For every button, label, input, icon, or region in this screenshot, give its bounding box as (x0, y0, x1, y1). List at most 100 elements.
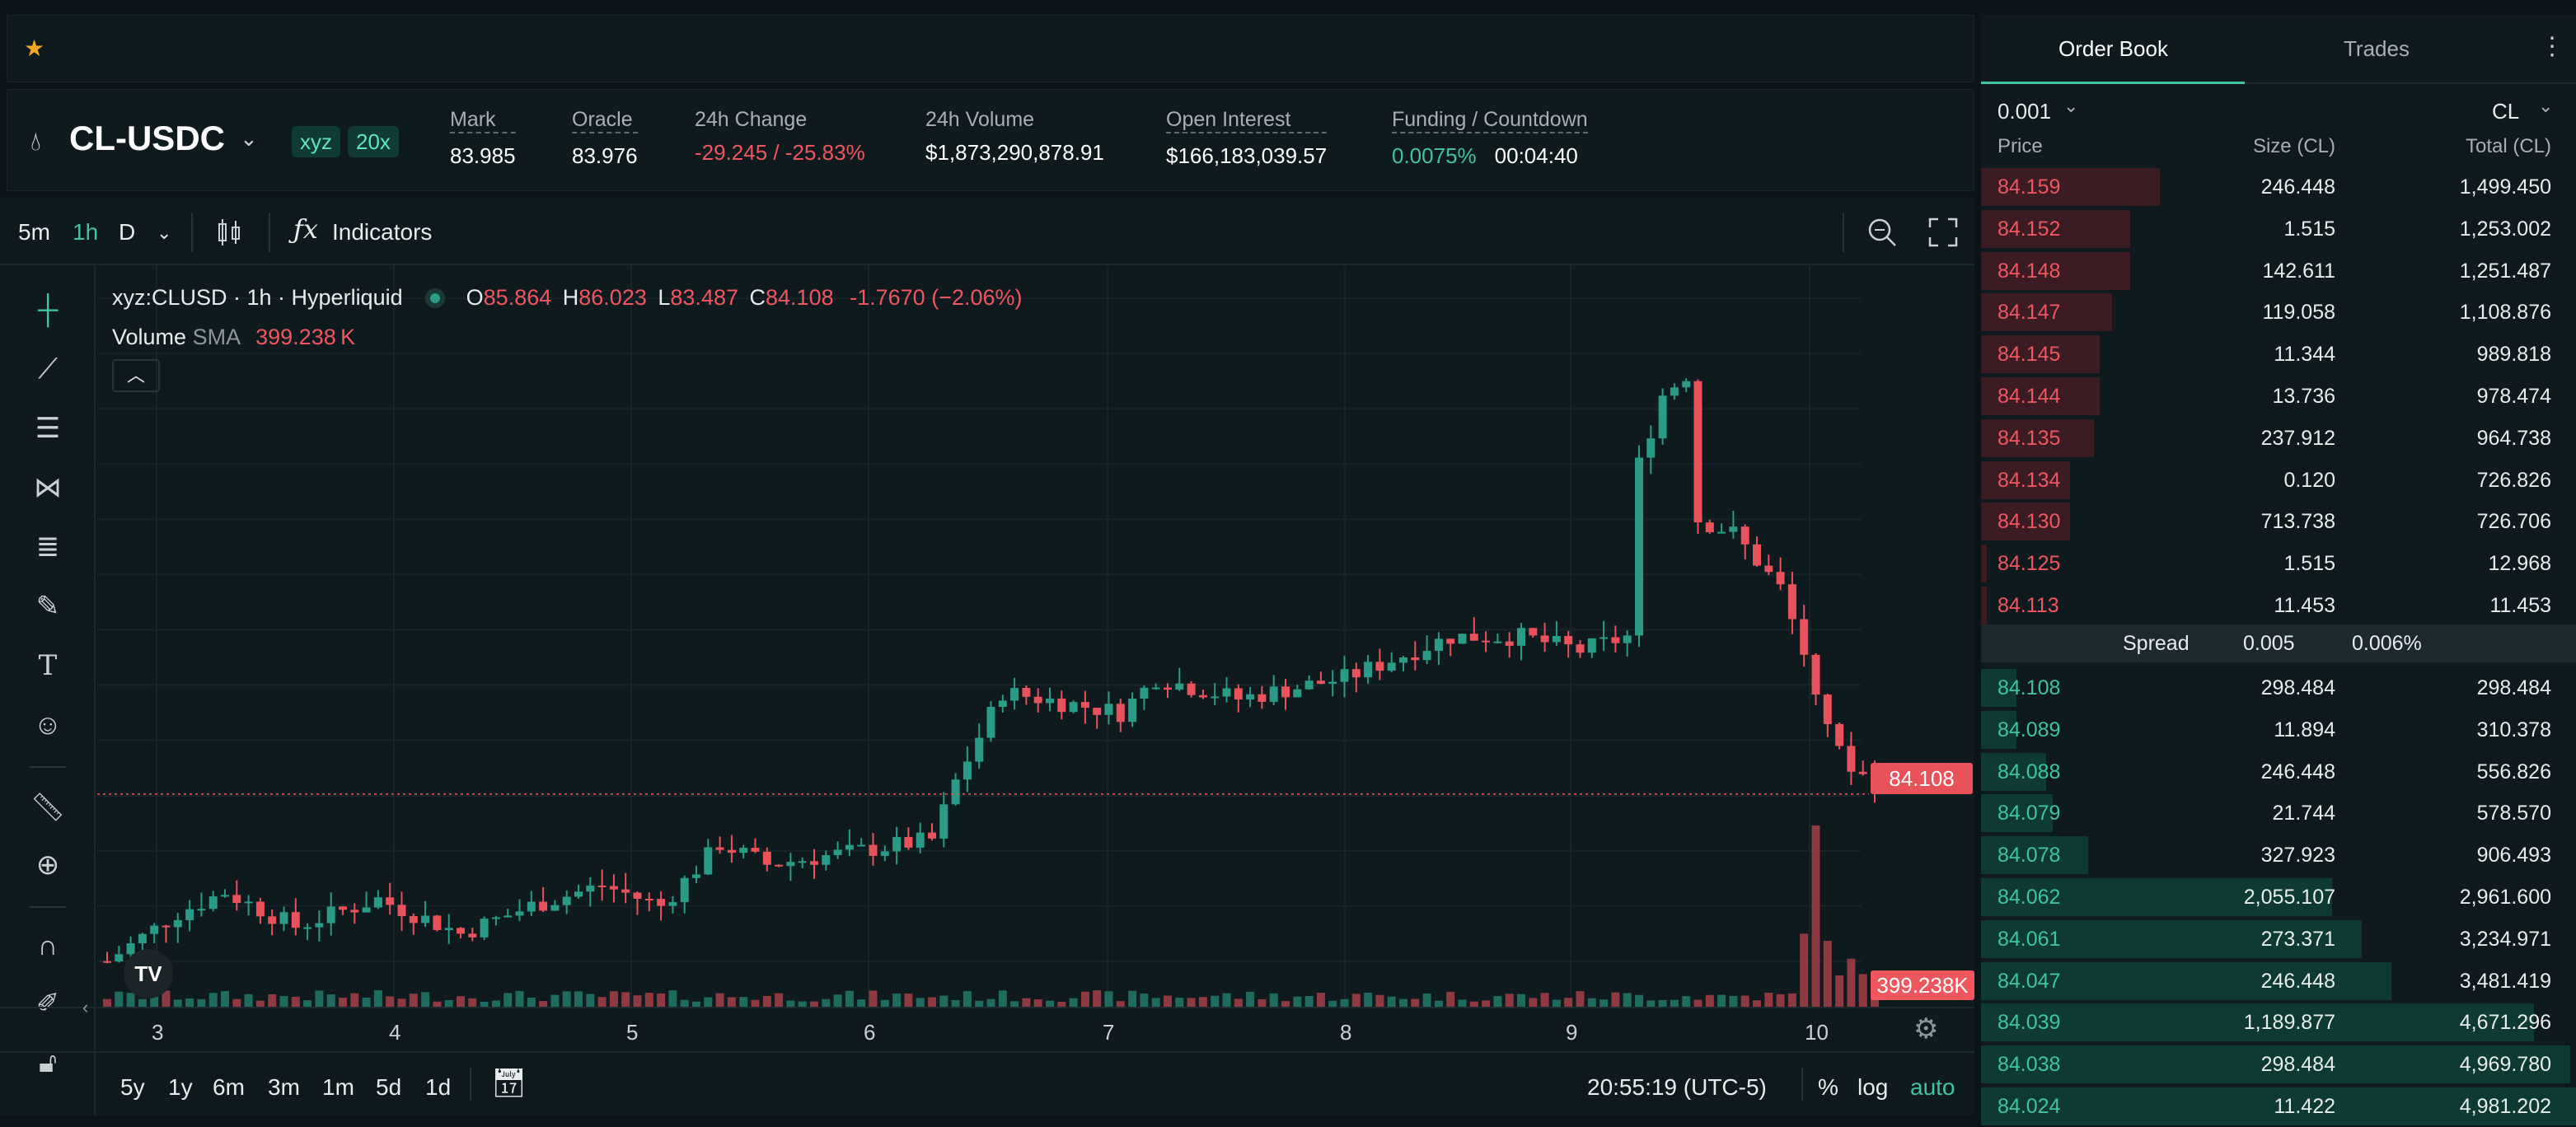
range-1d[interactable]: 1d (425, 1074, 452, 1100)
chevron-down-icon[interactable]: ⌄ (240, 126, 258, 151)
tab-order-book[interactable]: Order Book (2058, 36, 2168, 61)
ask-row[interactable]: 84.144 13.736 978.474 (1981, 376, 2576, 417)
ask-row[interactable]: 84.135 237.912 964.738 (1981, 418, 2576, 459)
bid-row[interactable]: 84.038 298.484 4,969.780 (1981, 1044, 2576, 1085)
percent-toggle[interactable]: % (1818, 1074, 1838, 1100)
volume-bar (892, 994, 902, 1007)
range-5y[interactable]: 5y (120, 1074, 145, 1100)
candle-body (1740, 526, 1749, 545)
bid-row[interactable]: 84.062 2,055.107 2,961.600 (1981, 877, 2576, 918)
brush-icon[interactable]: ✎ (35, 591, 60, 622)
ask-row[interactable]: 84.148 142.611 1,251.487 (1981, 250, 2576, 292)
range-1m[interactable]: 1m (322, 1074, 354, 1100)
bid-row[interactable]: 84.079 21.744 578.570 (1981, 793, 2576, 834)
volume-bar (1375, 994, 1384, 1007)
chevron-down-icon[interactable]: ⌄ (157, 222, 172, 243)
stat-value: 83.985 (450, 143, 516, 168)
indicators-button[interactable]: Indicators (332, 219, 433, 245)
fullscreen-icon[interactable] (1928, 217, 1958, 247)
lock-icon[interactable]: 🔓︎ (38, 1047, 58, 1078)
range-5d[interactable]: 5d (376, 1074, 402, 1100)
funding-countdown: 00:04:40 (1494, 143, 1578, 168)
price-chart[interactable] (97, 265, 1974, 1007)
text-icon[interactable]: T (38, 649, 58, 682)
trend-line-icon[interactable]: ⟋ (38, 353, 58, 385)
bid-row[interactable]: 84.088 246.448 556.826 (1981, 751, 2576, 793)
log-toggle[interactable]: log (1857, 1074, 1889, 1100)
fib-levels-icon[interactable]: ≣ (35, 531, 60, 563)
volume-bar (1787, 993, 1796, 1007)
auto-toggle[interactable]: auto (1910, 1074, 1955, 1100)
candle-body (657, 899, 666, 906)
volume-bar (527, 997, 536, 1007)
candle-body (1517, 628, 1525, 646)
volume-bar (1351, 994, 1361, 1007)
chevron-down-icon[interactable]: ⌄ (2063, 96, 2079, 116)
bid-row[interactable]: 84.039 1,189.877 4,671.296 (1981, 1002, 2576, 1043)
collapse-legend-button[interactable]: ︿ (112, 359, 160, 392)
more-options-icon[interactable]: ⋮ (2540, 33, 2564, 60)
ask-row[interactable]: 84.125 1.515 12.968 (1981, 543, 2576, 584)
ask-row[interactable]: 84.130 713.738 726.706 (1981, 501, 2576, 542)
volume-bar (1411, 998, 1420, 1007)
candle-body (1847, 746, 1856, 772)
candle-body (1434, 638, 1443, 652)
legend-high: 86.023 (578, 285, 647, 310)
ruler-icon[interactable]: 📏︎ (30, 792, 66, 823)
unit-select[interactable]: CL (2492, 99, 2520, 124)
ask-row[interactable]: 84.147 119.058 1,108.876 (1981, 292, 2576, 333)
tab-trades[interactable]: Trades (2344, 36, 2410, 61)
tick-size-select[interactable]: 0.001 (1998, 99, 2052, 124)
volume-bar (444, 999, 453, 1007)
emoji-icon[interactable]: ☺ (33, 709, 63, 741)
horizontal-lines-icon[interactable]: ☰ (35, 413, 61, 444)
candle-body (173, 919, 182, 928)
range-divider (470, 1068, 471, 1101)
bid-row[interactable]: 84.089 11.894 310.378 (1981, 709, 2576, 751)
volume-bar (221, 991, 229, 1007)
scroll-left-icon[interactable]: ‹ (82, 997, 89, 1017)
zoom-in-icon[interactable]: ⊕ (35, 849, 60, 881)
bid-row[interactable]: 84.024 11.422 4,981.202 (1981, 1086, 2576, 1127)
candles-icon[interactable] (216, 217, 242, 247)
crosshair-icon[interactable]: ┼ (37, 294, 59, 325)
ask-row[interactable]: 84.113 11.453 11.453 (1981, 585, 2576, 626)
ask-row[interactable]: 84.159 246.448 1,499.450 (1981, 166, 2576, 208)
ask-row[interactable]: 84.134 0.120 726.826 (1981, 460, 2576, 501)
zoom-search-icon[interactable] (1866, 216, 1899, 249)
bid-row[interactable]: 84.047 246.448 3,481.419 (1981, 961, 2576, 1002)
bid-row[interactable]: 84.061 273.371 3,234.971 (1981, 919, 2576, 960)
bid-row[interactable]: 84.108 298.484 298.484 (1981, 667, 2576, 708)
candle-body (951, 779, 960, 805)
bid-row[interactable]: 84.078 327.923 906.493 (1981, 835, 2576, 876)
magnet-icon[interactable]: ∩ (37, 930, 59, 961)
pattern-icon[interactable]: ⋈ (34, 472, 62, 503)
interval-1h[interactable]: 1h (73, 219, 99, 245)
ask-row[interactable]: 84.145 11.344 989.818 (1981, 334, 2576, 375)
axis-settings-icon[interactable]: ⚙ (1913, 1013, 1939, 1045)
depth-bar (1981, 461, 2071, 499)
row-price: 84.125 (1998, 552, 2061, 576)
fx-icon[interactable]: ƒx (293, 213, 318, 245)
chevron-down-icon[interactable]: ⌄ (2538, 96, 2554, 116)
interval-5m[interactable]: 5m (18, 219, 50, 245)
row-size: 142.611 (2262, 259, 2335, 283)
row-total: 964.738 (2476, 426, 2551, 450)
tradingview-logo[interactable]: TV (124, 949, 173, 998)
range-3m[interactable]: 3m (268, 1074, 300, 1100)
volume-bar (1635, 994, 1643, 1007)
range-1y[interactable]: 1y (168, 1074, 193, 1100)
market-header: 💧︎ CL-USDC ⌄ xyz 20x Mark 83.985 Oracle … (7, 89, 1974, 191)
volume-bar (1140, 994, 1149, 1007)
market-symbol[interactable]: CL-USDC (69, 119, 225, 157)
star-icon[interactable]: ★ (24, 35, 45, 61)
lock-draw-icon[interactable]: ✐ (35, 988, 60, 1019)
candle-body (1328, 681, 1337, 685)
range-6m[interactable]: 6m (213, 1074, 245, 1100)
calendar-icon[interactable]: 📅︎ (491, 1068, 527, 1099)
ask-row[interactable]: 84.152 1.515 1,253.002 (1981, 208, 2576, 250)
interval-d[interactable]: D (119, 219, 136, 245)
candle-body (857, 844, 866, 847)
clock-time[interactable]: 20:55:19 (UTC-5) (1587, 1074, 1767, 1100)
toolbar-divider (30, 906, 66, 908)
